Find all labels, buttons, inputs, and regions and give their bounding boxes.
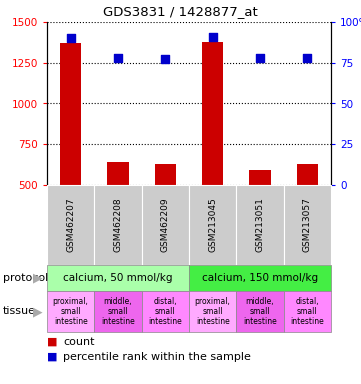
Text: distal,
small
intestine: distal, small intestine <box>148 296 182 326</box>
Bar <box>107 162 129 185</box>
Point <box>257 55 263 61</box>
Text: proximal,
small
intestine: proximal, small intestine <box>53 296 88 326</box>
Text: calcium, 150 mmol/kg: calcium, 150 mmol/kg <box>202 273 318 283</box>
Point <box>162 56 168 63</box>
Text: ▶: ▶ <box>33 305 43 318</box>
Text: protocol: protocol <box>3 273 48 283</box>
Text: tissue: tissue <box>3 306 36 316</box>
Point <box>68 35 74 41</box>
Text: GSM213057: GSM213057 <box>303 197 312 252</box>
Text: GSM213051: GSM213051 <box>256 197 265 252</box>
Bar <box>155 164 176 185</box>
Bar <box>202 41 223 185</box>
Point <box>115 55 121 61</box>
Text: GSM462209: GSM462209 <box>161 198 170 252</box>
Text: ▶: ▶ <box>33 271 43 285</box>
Text: percentile rank within the sample: percentile rank within the sample <box>63 352 251 362</box>
Bar <box>249 170 271 185</box>
Text: ■: ■ <box>47 352 57 362</box>
Text: distal,
small
intestine: distal, small intestine <box>291 296 324 326</box>
Point <box>304 55 310 61</box>
Text: ■: ■ <box>47 337 57 347</box>
Text: proximal,
small
intestine: proximal, small intestine <box>195 296 231 326</box>
Text: GSM462208: GSM462208 <box>113 198 122 252</box>
Bar <box>297 164 318 185</box>
Text: calcium, 50 mmol/kg: calcium, 50 mmol/kg <box>63 273 173 283</box>
Point <box>210 33 216 40</box>
Text: GDS3831 / 1428877_at: GDS3831 / 1428877_at <box>103 5 258 18</box>
Text: GSM213045: GSM213045 <box>208 198 217 252</box>
Text: GSM462207: GSM462207 <box>66 198 75 252</box>
Text: middle,
small
intestine: middle, small intestine <box>101 296 135 326</box>
Bar <box>60 43 81 185</box>
Text: count: count <box>63 337 95 347</box>
Text: middle,
small
intestine: middle, small intestine <box>243 296 277 326</box>
